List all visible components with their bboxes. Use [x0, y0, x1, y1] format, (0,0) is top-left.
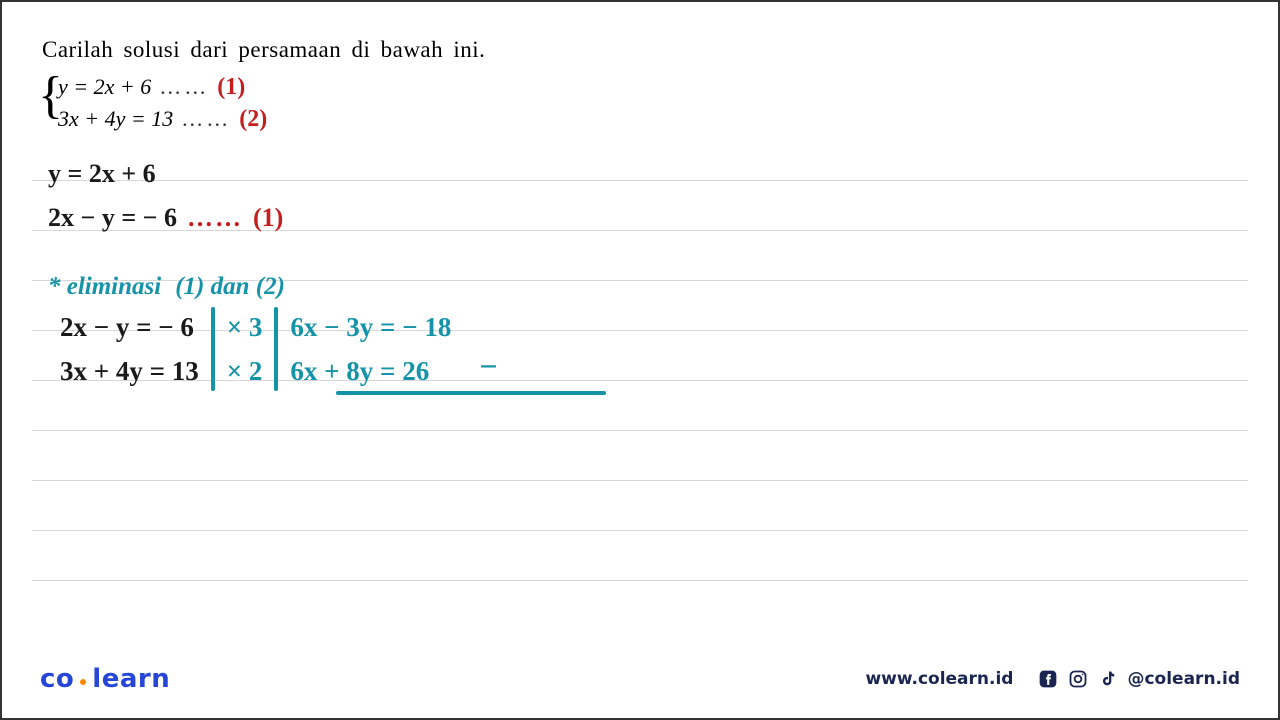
logo-learn: learn: [92, 664, 170, 694]
equation-1-label: (1): [217, 74, 245, 101]
dots-2: ……: [181, 106, 231, 132]
dots-1: ……: [159, 74, 209, 100]
elim-col-left: 2x − y = − 6 3x + 4y = 13: [48, 305, 211, 393]
facebook-icon: [1037, 668, 1059, 690]
elim-right-1: 6x − 3y = − 18: [278, 305, 463, 349]
instagram-icon: [1067, 668, 1089, 690]
logo-dot-icon: [80, 679, 86, 685]
work-section: y = 2x + 6 2x − y = − 6 …… (1) * elimina…: [48, 155, 1238, 393]
elim-left-1: 2x − y = − 6: [48, 305, 211, 349]
logo: co learn: [40, 664, 170, 694]
elim-mult-1: × 3: [215, 305, 275, 349]
work-line-2-label: (1): [253, 203, 283, 233]
equation-1: y = 2x + 6: [58, 74, 151, 100]
elimination-title-refs: (1) dan (2): [175, 273, 285, 301]
content-area: Carilah solusi dari persamaan di bawah i…: [42, 37, 1238, 393]
elimination-table: 2x − y = − 6 3x + 4y = 13 × 3 × 2 6x − 3…: [48, 305, 1238, 393]
work-line-2: 2x − y = − 6: [48, 203, 177, 233]
footer: co learn www.colearn.id @colearn.id: [40, 664, 1240, 694]
work-line-1: y = 2x + 6: [48, 159, 156, 189]
footer-right: www.colearn.id @colearn.id: [865, 668, 1240, 690]
question-text: Carilah solusi dari persamaan di bawah i…: [42, 37, 1238, 63]
result-underline: [336, 391, 606, 395]
tiktok-icon: [1097, 668, 1119, 690]
elimination-title: * eliminasi (1) dan (2): [48, 273, 1238, 301]
work-line-2-dots: ……: [187, 203, 243, 233]
elim-col-mult: × 3 × 2: [215, 305, 275, 393]
subtract-operator: −: [463, 305, 497, 393]
elim-col-right: 6x − 3y = − 18 6x + 8y = 26: [278, 305, 463, 393]
footer-url: www.colearn.id: [865, 669, 1013, 689]
equation-2-label: (2): [239, 106, 267, 133]
footer-handle: @colearn.id: [1127, 669, 1240, 689]
elim-right-2: 6x + 8y = 26: [278, 349, 463, 393]
logo-co: co: [40, 664, 74, 694]
equation-system: { y = 2x + 6 …… (1) 3x + 4y = 13 …… (2): [46, 71, 1238, 135]
elimination-title-star: * eliminasi: [48, 273, 161, 301]
social-icons: @colearn.id: [1037, 668, 1240, 690]
equation-2: 3x + 4y = 13: [58, 106, 173, 132]
brace-icon: {: [38, 73, 63, 120]
elim-mult-2: × 2: [215, 349, 275, 393]
elim-left-2: 3x + 4y = 13: [48, 349, 211, 393]
